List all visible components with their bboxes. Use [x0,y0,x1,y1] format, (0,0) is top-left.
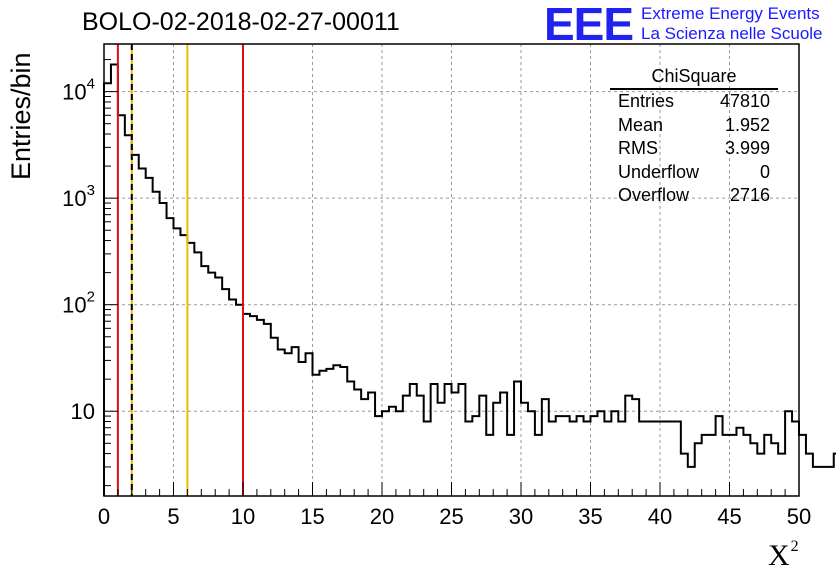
chart-title: BOLO-02-2018-02-27-00011 [82,8,400,36]
x-tick-label: 5 [167,504,179,529]
stats-label: RMS [618,138,658,158]
stats-row-underflow: Underflow 0 [610,161,778,185]
eee-logo: EEE [544,0,634,50]
y-tick-label: 104 [62,76,95,105]
stats-row-entries: Entries 47810 [610,90,778,114]
stats-row-mean: Mean 1.952 [610,114,778,138]
x-tick-label: 25 [439,504,463,529]
x-tick-label: 10 [231,504,255,529]
stats-title: ChiSquare [610,64,778,90]
stats-box: ChiSquare Entries 47810 Mean 1.952 RMS 3.99… [610,64,778,208]
x-tick-label: 30 [509,504,533,529]
brand-text: Extreme Energy Events La Scienza nelle S… [641,4,822,44]
stats-value: 3.999 [724,138,770,158]
stats-value: 2716 [729,185,770,205]
stats-row-overflow: Overflow 2716 [610,184,778,208]
y-tick-label: 10 [71,399,95,424]
x-axis-label-exponent: 2 [790,538,799,555]
y-tick-label: 103 [62,182,95,211]
y-tick-label: 102 [62,289,95,318]
x-tick-label: 0 [98,504,110,529]
stats-label: Overflow [618,185,690,205]
x-tick-label: 15 [300,504,324,529]
brand-block: EEE Extreme Energy Events La Scienza nel… [544,0,823,50]
x-tick-label: 50 [787,504,811,529]
x-axis-label: X2 [768,538,799,573]
x-tick-label: 20 [370,504,394,529]
x-tick-label: 45 [717,504,741,529]
brand-line-1: Extreme Energy Events [641,4,820,23]
x-tick-label: 35 [578,504,602,529]
stats-label: Underflow [618,161,700,182]
brand-line-2: La Scienza nelle Scuole [641,24,823,43]
y-axis-label: Entries/bin [6,52,36,180]
stats-label: Mean [618,114,664,135]
stats-label: Entries [618,91,675,111]
x-tick-label: 40 [648,504,672,529]
stats-value: 47810 [719,91,770,111]
x-axis-label-base: X [768,539,790,572]
stats-row-rms: RMS 3.999 [610,137,778,161]
stats-value: 0 [759,161,770,182]
histogram-series [103,63,836,496]
stats-value: 1.952 [724,114,770,135]
